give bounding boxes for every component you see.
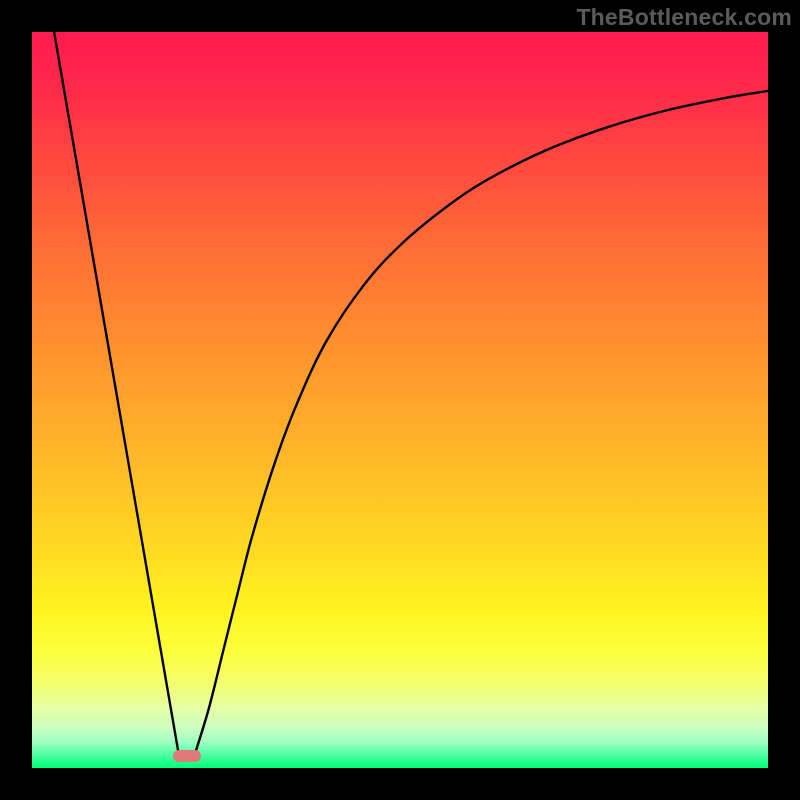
watermark-text: TheBottleneck.com xyxy=(576,4,792,31)
plot-area xyxy=(32,32,768,768)
curve-layer xyxy=(32,32,768,768)
chart-container: TheBottleneck.com xyxy=(0,0,800,800)
optimum-marker xyxy=(173,750,201,762)
bottleneck-curve xyxy=(54,32,768,757)
